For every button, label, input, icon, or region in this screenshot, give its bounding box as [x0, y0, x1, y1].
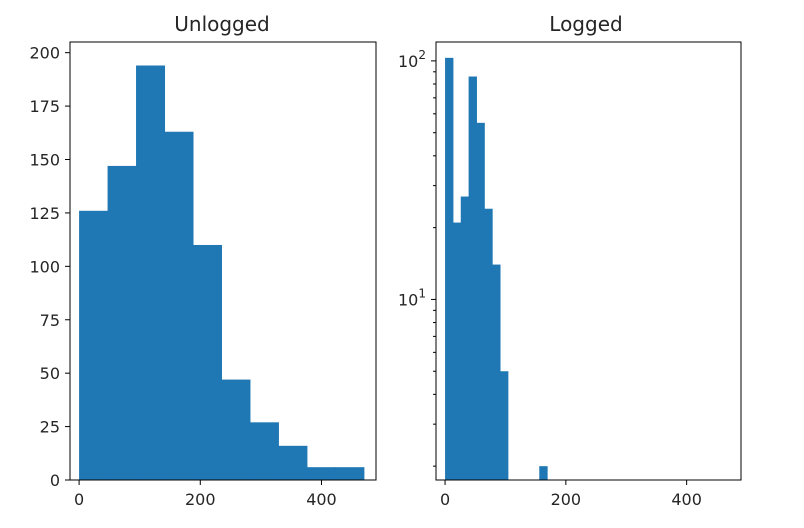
logged-bar	[539, 466, 548, 480]
unlogged-axes-frame	[69, 41, 377, 481]
unlogged-y-tick-label: 75	[40, 311, 60, 330]
logged-x-axis: 0 200 400	[440, 480, 702, 509]
unlogged-y-tick-label: 125	[29, 204, 60, 223]
unlogged-y-axis: 0 25 50 75 100 125 150 175 200	[29, 44, 70, 490]
unlogged-y-tick-label: 200	[29, 44, 60, 63]
logged-x-tick-label: 200	[551, 490, 582, 509]
unlogged-bar	[107, 165, 137, 481]
logged-bar	[452, 222, 462, 480]
unlogged-x-tick-label: 0	[74, 490, 84, 509]
unlogged-y-tick-label: 0	[50, 471, 60, 490]
unlogged-x-tick-label: 400	[306, 490, 337, 509]
unlogged-bar	[335, 467, 365, 480]
unlogged-bar	[306, 467, 336, 480]
unlogged-histogram-panel: Unlogged 0 25 50 75 100 125 150 175 200 0 200 400	[29, 12, 377, 509]
unlogged-bar	[193, 244, 222, 480]
unlogged-bar	[278, 445, 308, 480]
logged-bar	[500, 371, 509, 480]
unlogged-y-tick-label: 175	[29, 97, 60, 116]
logged-histogram-panel: Logged 101 102 0 200 400	[398, 12, 742, 509]
logged-chart-title: Logged	[549, 12, 622, 36]
logged-bar	[476, 122, 485, 480]
unlogged-bar	[136, 65, 166, 480]
unlogged-x-axis: 0 200 400	[74, 480, 337, 509]
logged-bar	[468, 76, 477, 481]
unlogged-y-tick-label: 25	[40, 418, 60, 437]
logged-bars	[445, 57, 548, 481]
unlogged-y-tick-label: 100	[29, 257, 60, 276]
logged-y-tick-label: 101	[398, 286, 426, 309]
unlogged-x-tick-label: 200	[185, 490, 216, 509]
unlogged-y-tick-label: 150	[29, 151, 60, 170]
logged-x-tick-label: 400	[671, 490, 702, 509]
logged-y-tick-label: 102	[398, 48, 426, 71]
logged-bar	[460, 196, 470, 480]
logged-bar	[445, 57, 454, 481]
unlogged-bars	[79, 65, 365, 481]
logged-y-axis: 101 102	[398, 48, 436, 467]
unlogged-y-tick-label: 50	[40, 364, 60, 383]
unlogged-bar	[249, 422, 279, 480]
unlogged-bar	[164, 131, 194, 481]
unlogged-bar	[221, 379, 251, 480]
unlogged-chart-title: Unlogged	[174, 12, 270, 36]
logged-bar	[492, 264, 501, 480]
unlogged-bar	[79, 210, 109, 481]
logged-x-tick-label: 0	[440, 490, 450, 509]
logged-bar	[484, 208, 493, 480]
logged-axes-frame	[435, 41, 742, 481]
